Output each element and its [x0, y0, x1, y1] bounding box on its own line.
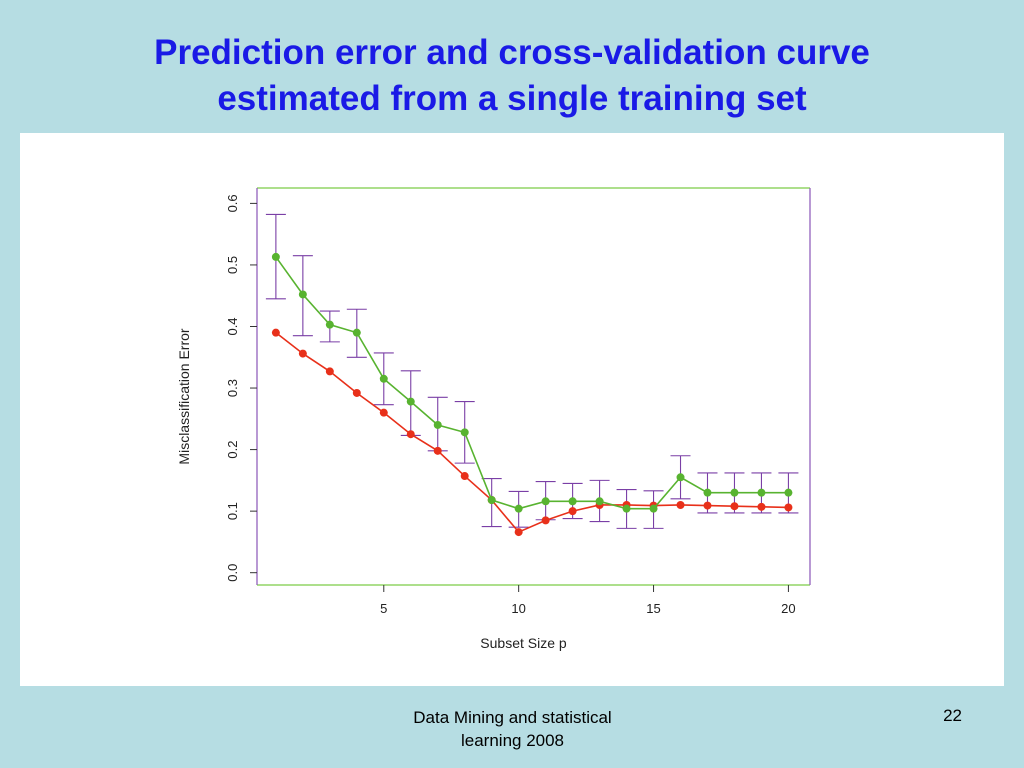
- cv-error-point: [352, 328, 361, 337]
- cv-error-point: [730, 488, 739, 497]
- y-tick-label: 0.0: [225, 564, 240, 582]
- cv-error-point: [784, 488, 793, 497]
- cv-error-point: [622, 504, 631, 513]
- cv-error-point: [757, 488, 766, 497]
- prediction-error-point: [703, 501, 712, 510]
- plot-panel: 5 10 15 20 0.0 0.1 0.2 0.3 0.4 0.5 0.6 Subset Size …: [20, 133, 1004, 686]
- slide-title: Prediction error and cross-validation cu…: [0, 30, 1024, 122]
- cv-error-point: [271, 252, 280, 261]
- x-tick-label: 10: [511, 601, 525, 616]
- title-line-1: Prediction error and cross-validation cu…: [154, 33, 870, 72]
- cv-error-point: [649, 504, 658, 513]
- x-tick-label: 15: [646, 601, 660, 616]
- prediction-error-point: [271, 328, 280, 337]
- prediction-error-point: [379, 408, 388, 417]
- prediction-error-point: [730, 502, 739, 511]
- cv-error-point: [676, 473, 685, 482]
- y-tick-label: 0.4: [225, 317, 240, 335]
- prediction-error-point: [298, 349, 307, 358]
- prediction-error-point: [757, 502, 766, 511]
- y-tick-label: 0.2: [225, 441, 240, 459]
- x-tick-label: 20: [781, 601, 795, 616]
- prediction-error-point: [541, 516, 550, 525]
- y-tick-label: 0.5: [225, 256, 240, 274]
- prediction-error-point: [784, 503, 793, 512]
- prediction-error-point: [568, 507, 577, 516]
- y-tick-label: 0.1: [225, 502, 240, 520]
- cv-error-point: [487, 496, 496, 505]
- slide-number: 22: [943, 706, 962, 725]
- misclassification-chart: 5 10 15 20 0.0 0.1 0.2 0.3 0.4 0.5 0.6 Subset Size …: [176, 187, 811, 651]
- prediction-error-point: [676, 500, 685, 509]
- prediction-error-point: [460, 472, 469, 481]
- cv-error-point: [568, 497, 577, 506]
- cv-error-point: [541, 497, 550, 506]
- footer-text: Data Mining and statistical learning 200…: [370, 706, 655, 752]
- cv-error-point: [298, 290, 307, 299]
- y-axis-title: Misclassification Error: [176, 328, 192, 464]
- cv-error-point: [703, 488, 712, 497]
- prediction-error-point: [433, 446, 442, 455]
- x-axis-title: Subset Size p: [480, 635, 567, 651]
- x-tick-label: 5: [380, 601, 387, 616]
- cv-error-point: [595, 497, 604, 506]
- prediction-error-point: [514, 528, 523, 537]
- cv-error-point: [379, 374, 388, 383]
- y-tick-label: 0.6: [225, 194, 240, 212]
- cv-error-point: [460, 428, 469, 437]
- prediction-error-point: [325, 367, 334, 376]
- cv-error-point: [325, 320, 334, 329]
- footer-line-2: learning 2008: [460, 731, 565, 750]
- cv-error-point: [433, 420, 442, 429]
- prediction-error-point: [352, 388, 361, 397]
- cv-error-line: [275, 256, 789, 510]
- prediction-error-point: [406, 430, 415, 439]
- cv-error-point: [514, 504, 523, 513]
- cv-error-point: [406, 397, 415, 406]
- title-line-2: estimated from a single training set: [217, 79, 807, 118]
- footer-line-1: Data Mining and statistical: [413, 708, 612, 727]
- prediction-error-line: [275, 332, 789, 534]
- y-tick-label: 0.3: [225, 379, 240, 397]
